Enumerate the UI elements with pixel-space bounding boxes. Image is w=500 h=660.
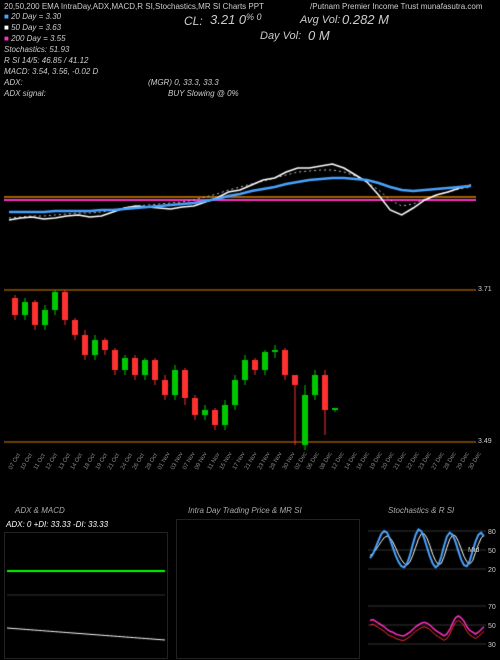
adx-label: ADX:: [4, 78, 23, 87]
candlestick-chart: [4, 280, 476, 460]
mid-label: Mid: [468, 547, 479, 554]
stoch-tick: 20: [488, 567, 496, 574]
cl-unit: % 0: [246, 12, 262, 22]
indicator-line: R SI 14/5: 46.85 / 41.12: [4, 56, 89, 65]
indicator-line: ■ 50 Day = 3.63: [4, 23, 61, 32]
rsi-tick: 70: [488, 604, 496, 611]
rsi-panel: [368, 594, 486, 656]
stoch-rsi-label: Stochastics & R SI: [388, 506, 454, 515]
intraday-panel: [176, 519, 360, 659]
price-tick: 3.71: [478, 286, 492, 293]
adx-macd-label: ADX & MACD: [15, 506, 65, 515]
stoch-tick: 80: [488, 529, 496, 536]
day-vol-value: 0 M: [308, 28, 330, 43]
upper-price-chart: [4, 100, 476, 258]
stoch-tick: 50: [488, 548, 496, 555]
adx-signal-value: BUY Slowing @ 0%: [168, 89, 239, 98]
cl-label: CL:: [184, 14, 203, 28]
adx-signal-label: ADX signal:: [4, 89, 46, 98]
chart-title-right: /Putnam Premier Income Trust munafasutra…: [310, 2, 483, 11]
intraday-label: Intra Day Trading Price & MR SI: [188, 506, 302, 515]
indicator-line: ■ 200 Day = 3.55: [4, 34, 66, 43]
cl-value: 3.21 0: [210, 12, 246, 27]
indicator-line: ■ 20 Day = 3.30: [4, 12, 61, 21]
rsi-tick: 30: [488, 642, 496, 649]
mgr-values: (MGR) 0, 33.3, 33.3: [148, 78, 219, 87]
avg-vol-value: 0.282 M: [342, 12, 389, 27]
rsi-tick: 50: [488, 623, 496, 630]
price-tick: 3.49: [478, 438, 492, 445]
chart-title-left: 20,50,200 EMA IntraDay,ADX,MACD,R SI,Sto…: [4, 2, 264, 11]
adx-stat-row: ADX: 0 +DI: 33.33 -DI: 33.33: [6, 520, 108, 529]
indicator-line: MACD: 3.54, 3.56, -0.02 D: [4, 67, 98, 76]
indicator-line: Stochastics: 51.93: [4, 45, 69, 54]
day-vol-label: Day Vol:: [260, 30, 301, 42]
adx-macd-panel: [4, 532, 168, 659]
avg-vol-label: Avg Vol:: [300, 14, 340, 26]
